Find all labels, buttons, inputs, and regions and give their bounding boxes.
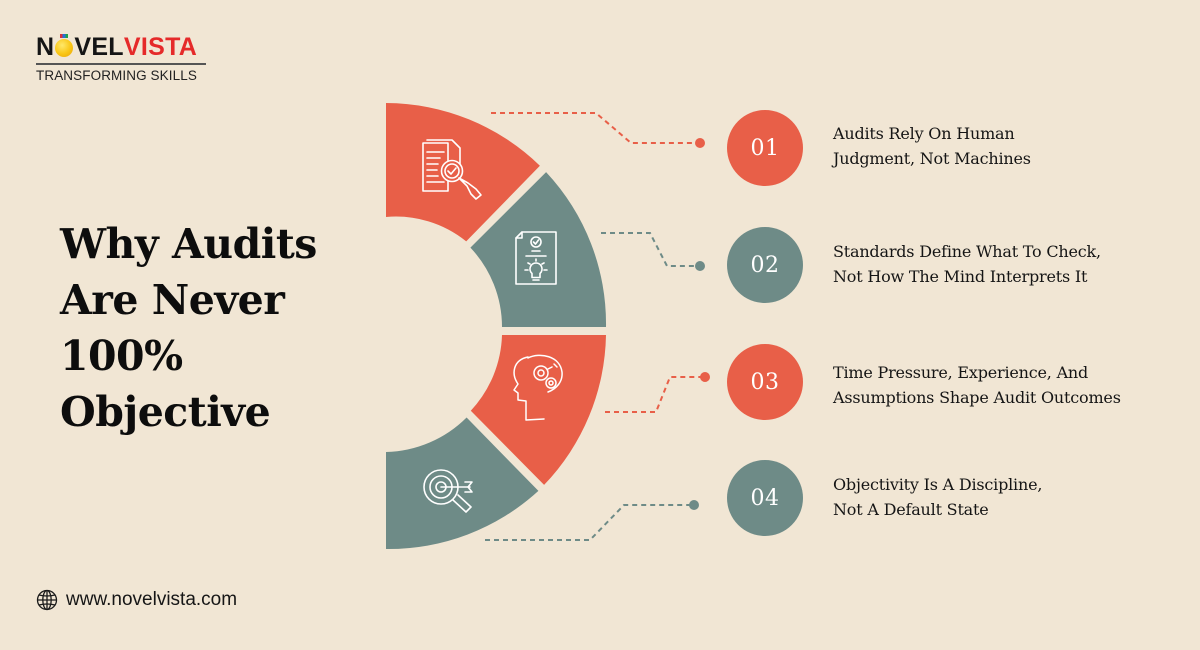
document-search-icon [422,139,482,200]
page-title: Why Audits Are Never 100% Objective [60,216,360,440]
website-link[interactable]: www.novelvista.com [66,589,238,610]
point-text-2: Standards Define What To Check, Not How … [833,239,1101,289]
footer-website: www.novelvista.com [36,589,237,611]
point-3-line-1: Time Pressure, Experience, And [833,363,1089,382]
point-3-line-2: Assumptions Shape Audit Outcomes [833,388,1121,407]
arc-segment-3 [470,335,606,485]
number-badge-4: 04 [727,460,803,536]
globe-icon [36,589,58,611]
connector-4 [485,500,699,541]
point-text-4: Objectivity Is A Discipline, Not A Defau… [833,472,1042,522]
point-text-1: Audits Rely On Human Judgment, Not Machi… [833,121,1031,171]
target-search-icon [423,469,473,513]
title-line-4: Objective [60,388,271,436]
arc-segment-4 [386,417,539,550]
document-lightbulb-icon [515,231,557,285]
brand-logo: N VEL VISTA TRANSFORMING SKILLS [36,34,211,83]
point-4-line-1: Objectivity Is A Discipline, [833,475,1043,494]
logo-tagline: TRANSFORMING SKILLS [36,68,197,83]
number-label-3: 03 [750,369,780,395]
arc-segment-2 [470,172,607,327]
title-line-1: Why Audits [60,220,317,268]
point-text-3: Time Pressure, Experience, And Assumptio… [833,360,1121,410]
point-1-line-1: Audits Rely On Human [833,124,1015,143]
title-line-3: 100% [60,332,183,380]
logo-sphere-icon [55,34,74,57]
connector-1 [491,112,705,148]
point-1-line-2: Judgment, Not Machines [833,149,1031,168]
point-4-line-2: Not A Default State [833,500,989,519]
logo-vel: VEL [74,33,124,61]
connector-3 [605,372,710,413]
logo-letter-n: N [36,33,55,61]
number-badge-3: 03 [727,344,803,420]
logo-wordmark: N VEL VISTA [36,34,211,60]
logo-vista: VISTA [123,33,198,61]
number-label-4: 04 [750,485,780,511]
point-2-line-1: Standards Define What To Check, [833,242,1101,261]
number-badge-2: 02 [727,227,803,303]
head-gears-icon [513,354,563,421]
number-label-1: 01 [750,135,780,161]
number-badge-1: 01 [727,110,803,186]
connector-2 [601,232,705,271]
title-line-2: Are Never [60,276,285,324]
logo-divider [36,63,206,65]
point-2-line-2: Not How The Mind Interprets It [833,267,1088,286]
number-label-2: 02 [750,252,780,278]
